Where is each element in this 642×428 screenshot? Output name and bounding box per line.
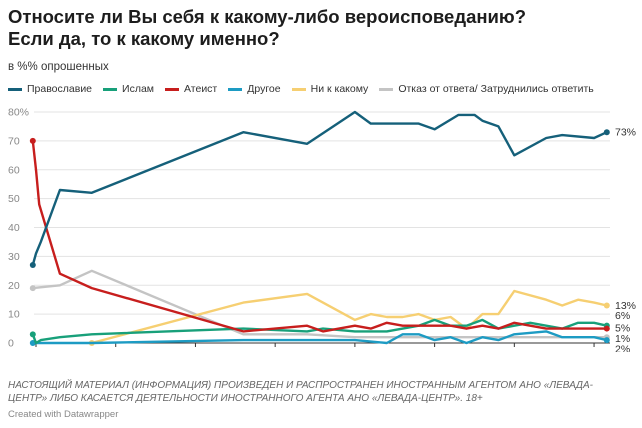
y-tick-label-80: 80% bbox=[8, 107, 29, 119]
legend-item-1: Ислам bbox=[103, 83, 154, 95]
x-tick-label-2010: 2010 bbox=[343, 350, 367, 352]
y-tick-label-0: 0 bbox=[8, 338, 14, 350]
legend-item-5: Отказ от ответа/ Затруднились ответить bbox=[379, 83, 594, 95]
series-line-4 bbox=[90, 289, 608, 345]
y-tick-label-50: 50 bbox=[8, 193, 20, 205]
series-end-label-0: 73% bbox=[615, 127, 636, 139]
series-end-label-1: 6% bbox=[615, 310, 630, 322]
legend-label-4: Ни к какому bbox=[310, 83, 369, 95]
series-start-point-2 bbox=[29, 137, 36, 144]
y-tick-label-10: 10 bbox=[8, 309, 20, 321]
y-tick-label-60: 60 bbox=[8, 164, 20, 176]
series-line-2 bbox=[31, 139, 608, 333]
series-end-point-0 bbox=[603, 129, 610, 136]
y-tick-label-70: 70 bbox=[8, 135, 20, 147]
legend-swatch-0 bbox=[8, 87, 22, 91]
legend-swatch-4 bbox=[291, 87, 306, 91]
chart-title-line-1: Относите ли Вы себя к какому-либо вероис… bbox=[8, 6, 526, 27]
line-chart: 0 10 20 30 40 50 60 70 80% 1990 1995 2000 2005 2010 20… bbox=[8, 107, 636, 353]
y-tick-label-30: 30 bbox=[8, 251, 20, 263]
x-tick-label-2020: 2020 bbox=[503, 350, 527, 352]
chart-credit: Created with Datawrapper bbox=[8, 409, 119, 420]
legend-swatch-2 bbox=[165, 87, 180, 91]
x-tick-label-1995: 1995 bbox=[104, 350, 128, 352]
legend-swatch-5 bbox=[379, 87, 394, 91]
legend-item-4: Ни к какому bbox=[291, 83, 369, 95]
series-end-label-2: 5% bbox=[615, 322, 630, 334]
legend-label-0: Православие bbox=[27, 83, 93, 95]
x-tick-label-2015: 2015 bbox=[423, 350, 447, 352]
series-end-label-3: 1% bbox=[615, 333, 630, 345]
series-start-point-1 bbox=[29, 331, 36, 338]
series-end-point-3 bbox=[603, 337, 610, 344]
y-tick-label-20: 20 bbox=[8, 280, 20, 292]
x-tick-label-2025: 2025 bbox=[582, 350, 606, 352]
series-end-point-4 bbox=[603, 302, 610, 309]
legend-item-3: Другое bbox=[228, 83, 281, 95]
series-end-label-5: 2% bbox=[615, 343, 630, 352]
chart-notes: НАСТОЯЩИЙ МАТЕРИАЛ (ИНФОРМАЦИЯ) ПРОИЗВЕД… bbox=[8, 380, 593, 404]
legend-swatch-3 bbox=[228, 87, 243, 91]
x-tick-label-2005: 2005 bbox=[263, 350, 287, 352]
legend-item-0: Православие bbox=[8, 83, 92, 95]
series-line-0 bbox=[31, 110, 608, 267]
series-end-point-2 bbox=[603, 325, 610, 332]
series-start-point-5 bbox=[29, 285, 36, 292]
series-start-point-0 bbox=[29, 262, 36, 269]
chart-legend: Православие Ислам Атеист Другое Ни к какому О… bbox=[8, 83, 638, 95]
legend-label-1: Ислам bbox=[122, 83, 155, 95]
legend-label-2: Атеист bbox=[184, 83, 218, 95]
legend-swatch-1 bbox=[103, 87, 118, 91]
chart-subtitle: в %% опрошенных bbox=[8, 61, 109, 73]
legend-item-2: Атеист bbox=[165, 83, 217, 95]
series-line-3 bbox=[31, 330, 608, 345]
y-tick-label-40: 40 bbox=[8, 222, 20, 234]
x-tick-label-2000: 2000 bbox=[184, 350, 208, 352]
legend-label-3: Другое bbox=[247, 83, 281, 95]
x-tick-label-1990: 1990 bbox=[24, 350, 48, 352]
series-line-5 bbox=[31, 269, 608, 339]
chart-title: Относите ли Вы себя к какому-либо вероис… bbox=[8, 6, 628, 50]
series-line-1 bbox=[31, 318, 608, 345]
chart-title-line-2: Если да, то к какому именно? bbox=[8, 28, 280, 49]
legend-label-5: Отказ от ответа/ Затруднились ответить bbox=[398, 83, 594, 95]
series-end-label-4: 13% bbox=[615, 300, 636, 312]
